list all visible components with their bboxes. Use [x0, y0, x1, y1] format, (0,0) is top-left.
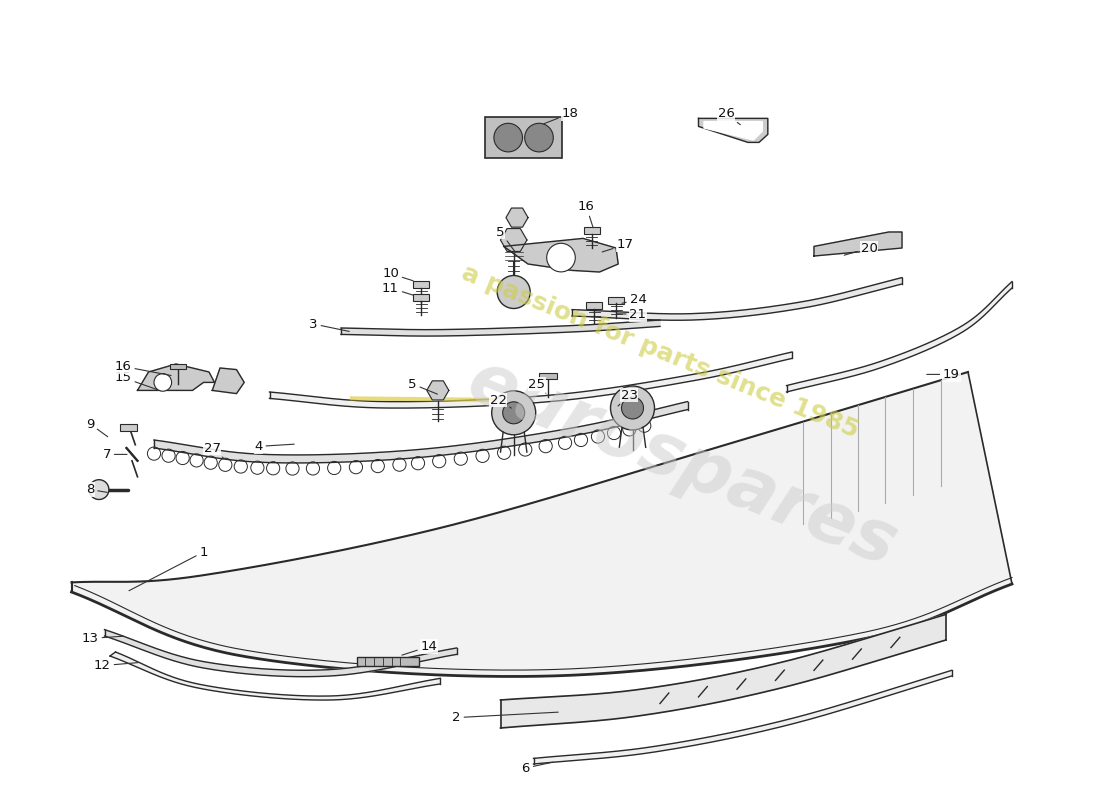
Circle shape	[494, 123, 522, 152]
FancyBboxPatch shape	[539, 373, 557, 378]
Polygon shape	[504, 238, 618, 272]
Text: 2: 2	[452, 711, 558, 724]
Polygon shape	[212, 368, 244, 394]
Text: 24: 24	[621, 293, 647, 306]
Circle shape	[154, 374, 172, 391]
Polygon shape	[104, 630, 456, 677]
Polygon shape	[72, 372, 1012, 677]
Polygon shape	[534, 670, 952, 764]
Text: 1: 1	[129, 546, 208, 590]
Text: 17: 17	[602, 238, 634, 252]
Polygon shape	[270, 352, 792, 408]
Circle shape	[89, 480, 109, 499]
FancyBboxPatch shape	[358, 657, 418, 666]
Circle shape	[610, 386, 654, 430]
Text: 13: 13	[81, 632, 123, 645]
Circle shape	[547, 243, 575, 272]
Polygon shape	[786, 282, 1012, 392]
FancyBboxPatch shape	[584, 227, 600, 234]
FancyBboxPatch shape	[170, 364, 186, 369]
Circle shape	[621, 397, 643, 419]
Polygon shape	[500, 614, 946, 728]
Text: 11: 11	[382, 282, 414, 295]
Text: 3: 3	[309, 318, 350, 331]
Polygon shape	[698, 118, 768, 142]
Polygon shape	[427, 381, 449, 400]
FancyBboxPatch shape	[485, 118, 562, 158]
FancyBboxPatch shape	[121, 423, 136, 431]
Text: 20: 20	[844, 242, 878, 255]
Circle shape	[525, 123, 553, 152]
Text: 4: 4	[254, 440, 294, 453]
Text: 5: 5	[408, 378, 438, 394]
Polygon shape	[506, 208, 528, 227]
Text: 25: 25	[528, 378, 546, 394]
Text: 16: 16	[578, 200, 595, 228]
Text: 22: 22	[490, 394, 512, 408]
Text: 23: 23	[618, 389, 638, 406]
Text: eurospares: eurospares	[458, 346, 906, 582]
Text: 19: 19	[927, 368, 960, 381]
Polygon shape	[814, 232, 902, 256]
Polygon shape	[500, 229, 527, 251]
Text: 15: 15	[114, 371, 157, 390]
Text: a passion for parts since 1985: a passion for parts since 1985	[458, 261, 862, 443]
Text: 14: 14	[402, 640, 438, 655]
Text: 9: 9	[86, 418, 108, 437]
Text: 10: 10	[382, 267, 414, 281]
Polygon shape	[341, 320, 660, 336]
Polygon shape	[704, 122, 762, 140]
FancyBboxPatch shape	[414, 294, 429, 301]
Circle shape	[503, 402, 525, 424]
Polygon shape	[138, 364, 214, 390]
Text: 27: 27	[204, 442, 223, 458]
FancyBboxPatch shape	[586, 302, 602, 309]
Text: 5: 5	[496, 226, 516, 252]
Text: 7: 7	[102, 448, 126, 461]
Circle shape	[497, 275, 530, 309]
FancyBboxPatch shape	[608, 297, 624, 303]
Polygon shape	[572, 278, 902, 320]
Polygon shape	[154, 402, 688, 463]
Text: 21: 21	[617, 308, 647, 321]
Text: 26: 26	[717, 107, 740, 125]
Text: 16: 16	[114, 360, 172, 375]
Circle shape	[492, 391, 536, 435]
Polygon shape	[110, 652, 440, 700]
Text: 18: 18	[543, 107, 579, 124]
Text: 6: 6	[521, 762, 553, 774]
Text: 12: 12	[94, 659, 138, 672]
Text: 8: 8	[86, 483, 108, 496]
FancyBboxPatch shape	[414, 282, 429, 288]
